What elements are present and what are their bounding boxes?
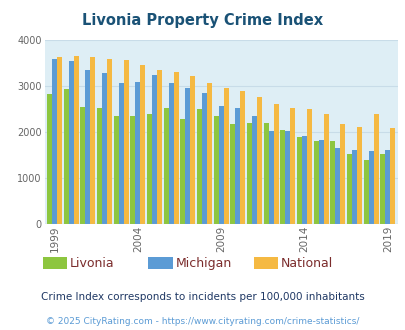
Bar [235,108,240,224]
Bar [190,76,195,224]
Bar [163,108,168,224]
Bar [107,58,112,224]
Bar [368,151,373,224]
Bar [47,94,52,224]
Bar [306,109,311,224]
Bar [196,109,202,224]
Bar [57,57,62,224]
Bar [173,72,178,224]
Bar [273,104,278,224]
Text: Livonia Property Crime Index: Livonia Property Crime Index [82,13,323,28]
Bar [124,60,128,224]
Bar [119,83,124,224]
Bar [90,57,95,224]
Bar [330,141,335,224]
Bar [69,61,74,224]
Bar [202,93,207,224]
Bar [313,141,318,224]
Bar [213,116,218,224]
Text: Michigan: Michigan [175,256,231,270]
Bar [140,65,145,224]
Bar [280,130,285,224]
Bar [97,108,102,224]
Bar [207,83,211,224]
Bar [185,88,190,224]
Bar [130,116,135,224]
Bar [64,89,69,224]
Bar [135,82,140,224]
Bar [373,115,378,224]
Bar [247,123,252,224]
Bar [252,116,256,224]
Bar [318,140,323,224]
Bar [390,128,394,224]
Bar [230,124,235,224]
Bar [356,127,361,224]
Bar [80,107,85,224]
Bar [74,56,79,224]
Bar [268,131,273,224]
Bar [180,119,185,224]
Bar [379,154,384,224]
Bar [218,106,223,224]
Text: Livonia: Livonia [70,256,114,270]
Bar [168,82,173,224]
Text: © 2025 CityRating.com - https://www.cityrating.com/crime-statistics/: © 2025 CityRating.com - https://www.city… [46,317,359,326]
Bar [323,115,328,224]
Bar [301,136,306,224]
Bar [384,150,390,224]
Bar [290,109,295,224]
Bar [152,75,157,224]
Bar [102,73,107,224]
Bar [223,88,228,224]
Bar [256,97,262,224]
Bar [351,149,356,224]
Bar [335,148,339,224]
Bar [147,114,152,224]
Bar [339,124,345,224]
Bar [240,91,245,224]
Bar [113,116,119,224]
Bar [346,154,351,224]
Bar [296,137,301,224]
Text: Crime Index corresponds to incidents per 100,000 inhabitants: Crime Index corresponds to incidents per… [41,292,364,302]
Text: National: National [280,256,333,270]
Bar [157,70,162,224]
Bar [52,59,57,224]
Bar [363,160,368,224]
Bar [85,70,90,224]
Bar [285,131,290,224]
Bar [263,123,268,224]
